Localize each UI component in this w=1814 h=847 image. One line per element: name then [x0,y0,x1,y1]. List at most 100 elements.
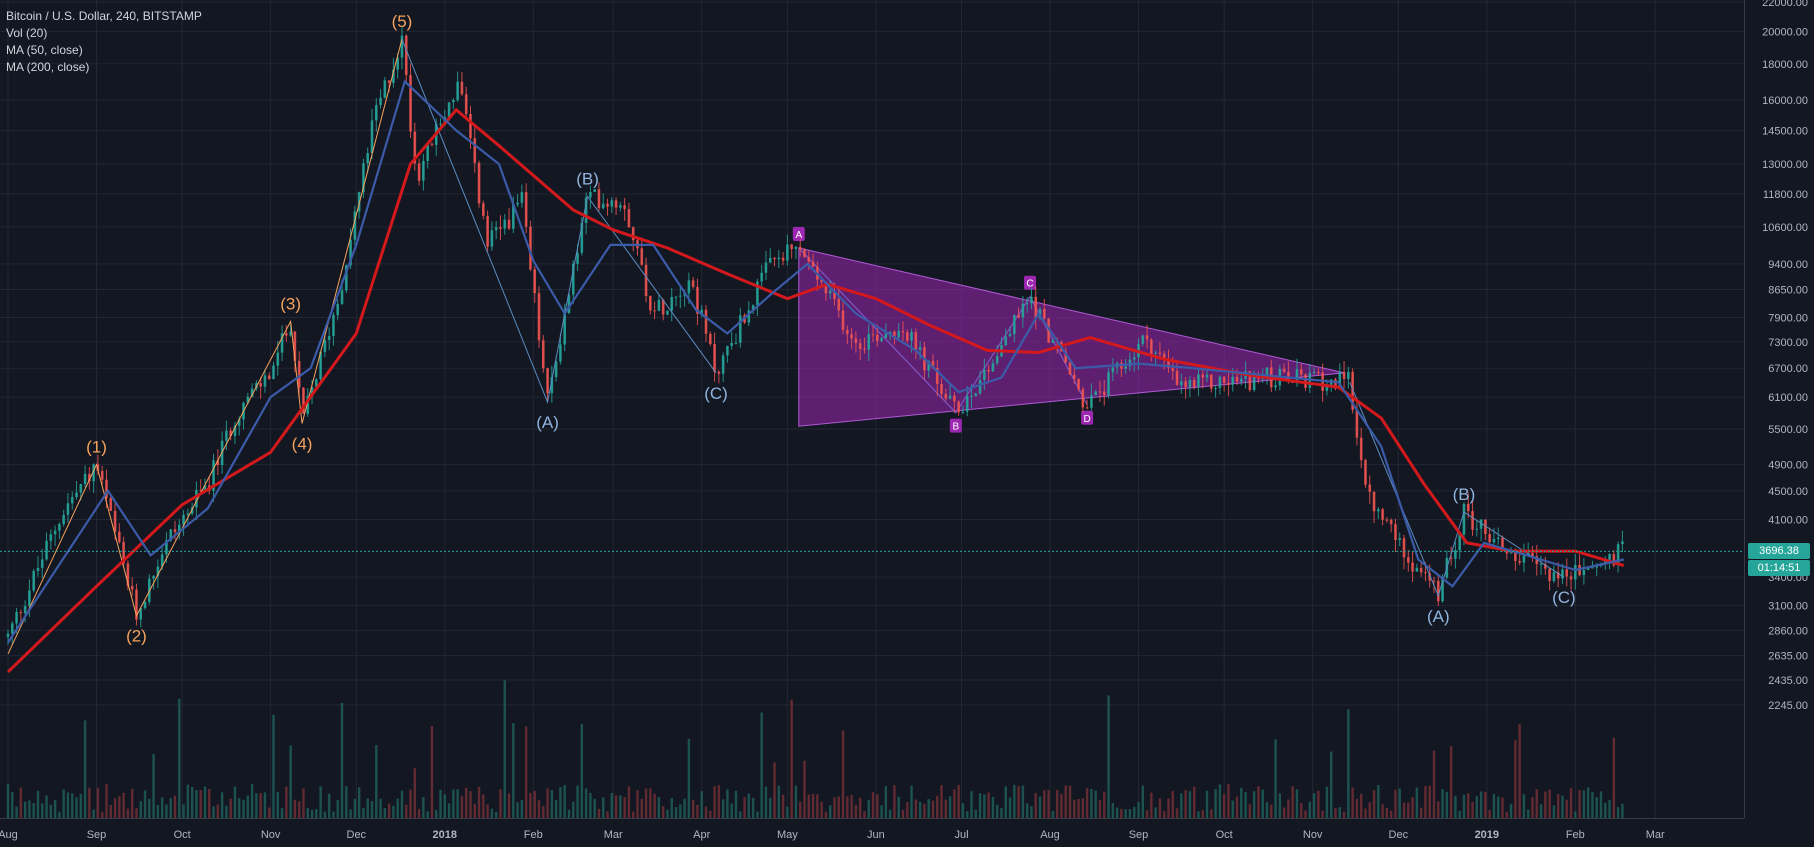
ma200-indicator-label[interactable]: MA (200, close) [6,60,90,74]
volume-bar [1073,799,1076,818]
candle-body [280,333,284,353]
wave-labels: (1) (2) (3) (4) (5) (A) (B) (C) (A) (B) (C) [86,12,1576,646]
volume-bar [1569,787,1573,818]
candle-body [1364,460,1367,485]
wave-label: (B) [576,169,599,188]
candle-body [837,299,841,311]
triangle-point-label: B [952,422,959,433]
volume-bar [122,792,125,818]
volume-bar [430,726,434,818]
candle-body [460,81,464,95]
volume-bar [576,785,579,818]
price-tick-label: 14500.00 [1762,125,1808,137]
volume-bar [1060,794,1063,818]
volume-bar [760,712,763,818]
volume-bar [580,723,584,818]
candle-body [713,344,716,372]
candle-body [456,81,459,100]
volume-bar [717,785,721,818]
candle-body [199,490,203,492]
volume-bar [340,703,344,818]
volume-bar [1355,798,1359,818]
candle-body [1381,509,1384,520]
volume-bar [777,785,781,818]
volume-bar [884,786,888,818]
candle-body [606,203,609,207]
candle-body [1197,374,1200,387]
candle-body [1180,381,1183,386]
candle-body [88,473,91,482]
volume-bar [1488,809,1491,818]
volume-bar [1231,800,1234,818]
volume-bar [1514,740,1517,818]
ma50-indicator-label[interactable]: MA (50, close) [6,43,83,57]
volume-bar [1608,799,1611,818]
candle-body [1428,573,1432,581]
volume-bar [1574,811,1577,818]
candle-body [1544,563,1547,569]
candle-body [640,248,644,265]
volume-bar [259,793,262,818]
triangle-pattern[interactable]: A B C D [792,226,1345,433]
volume-bar [1107,695,1110,818]
volume-indicator-label[interactable]: Vol (20) [6,26,48,40]
volume-bar [71,793,74,818]
volume-bar [978,793,982,818]
candle-body [516,202,519,205]
volume-bar [888,809,892,818]
candle-body [1162,353,1166,360]
candle-body [571,263,575,295]
volume-bar [109,804,112,818]
volume-bar [1616,807,1620,818]
chart-legend: Bitcoin / U.S. Dollar, 240, BITSTAMP Vol… [6,8,202,76]
candle-body [1462,503,1466,535]
candle-body [1406,557,1410,563]
volume-bar [447,803,451,818]
time-tick-label: Jun [867,829,885,841]
volume-bar [1552,805,1556,818]
volume-bar [477,786,481,818]
candle-body [965,395,969,412]
time-axis[interactable] [0,818,1744,847]
volume-bar [1381,804,1384,818]
candle-body [379,97,382,106]
candle-body [1522,555,1526,563]
candle-body [1077,378,1080,390]
candle-body [105,479,108,498]
triangle-point-label: D [1084,414,1091,425]
candle-body [614,200,618,208]
candle-body [297,360,301,388]
volume-bar [1325,786,1329,818]
volume-bar [130,788,134,818]
price-tick-label: 9400.00 [1768,259,1808,271]
volume-bar [1180,793,1183,818]
candle-body [768,257,772,263]
candle-body [340,290,344,304]
volume-bar [1094,790,1097,818]
volume-bar [936,795,939,818]
candle-body [1385,519,1389,521]
candle-body [661,299,665,315]
volume-bar [1175,808,1179,818]
candle-body [212,460,215,491]
price-axis[interactable] [1744,0,1814,818]
candle-body [696,286,699,314]
volume-bar [439,789,442,818]
symbol-title[interactable]: Bitcoin / U.S. Dollar, 240, BITSTAMP [6,9,202,23]
candle-body [464,94,468,115]
volume-bar [1047,790,1050,818]
candle-body [113,510,117,532]
volume-bar [83,720,87,818]
volume-bar [1038,796,1042,818]
volume-bar [1171,791,1174,818]
candle-body [370,120,374,154]
candle-body [1021,303,1025,318]
candle-body [62,514,65,525]
volume-bar [691,799,695,818]
candle-body [1569,576,1573,580]
volume-bar [876,794,879,818]
volume-bar [353,798,357,818]
volume-bar [203,786,207,818]
candle-body [995,356,999,364]
